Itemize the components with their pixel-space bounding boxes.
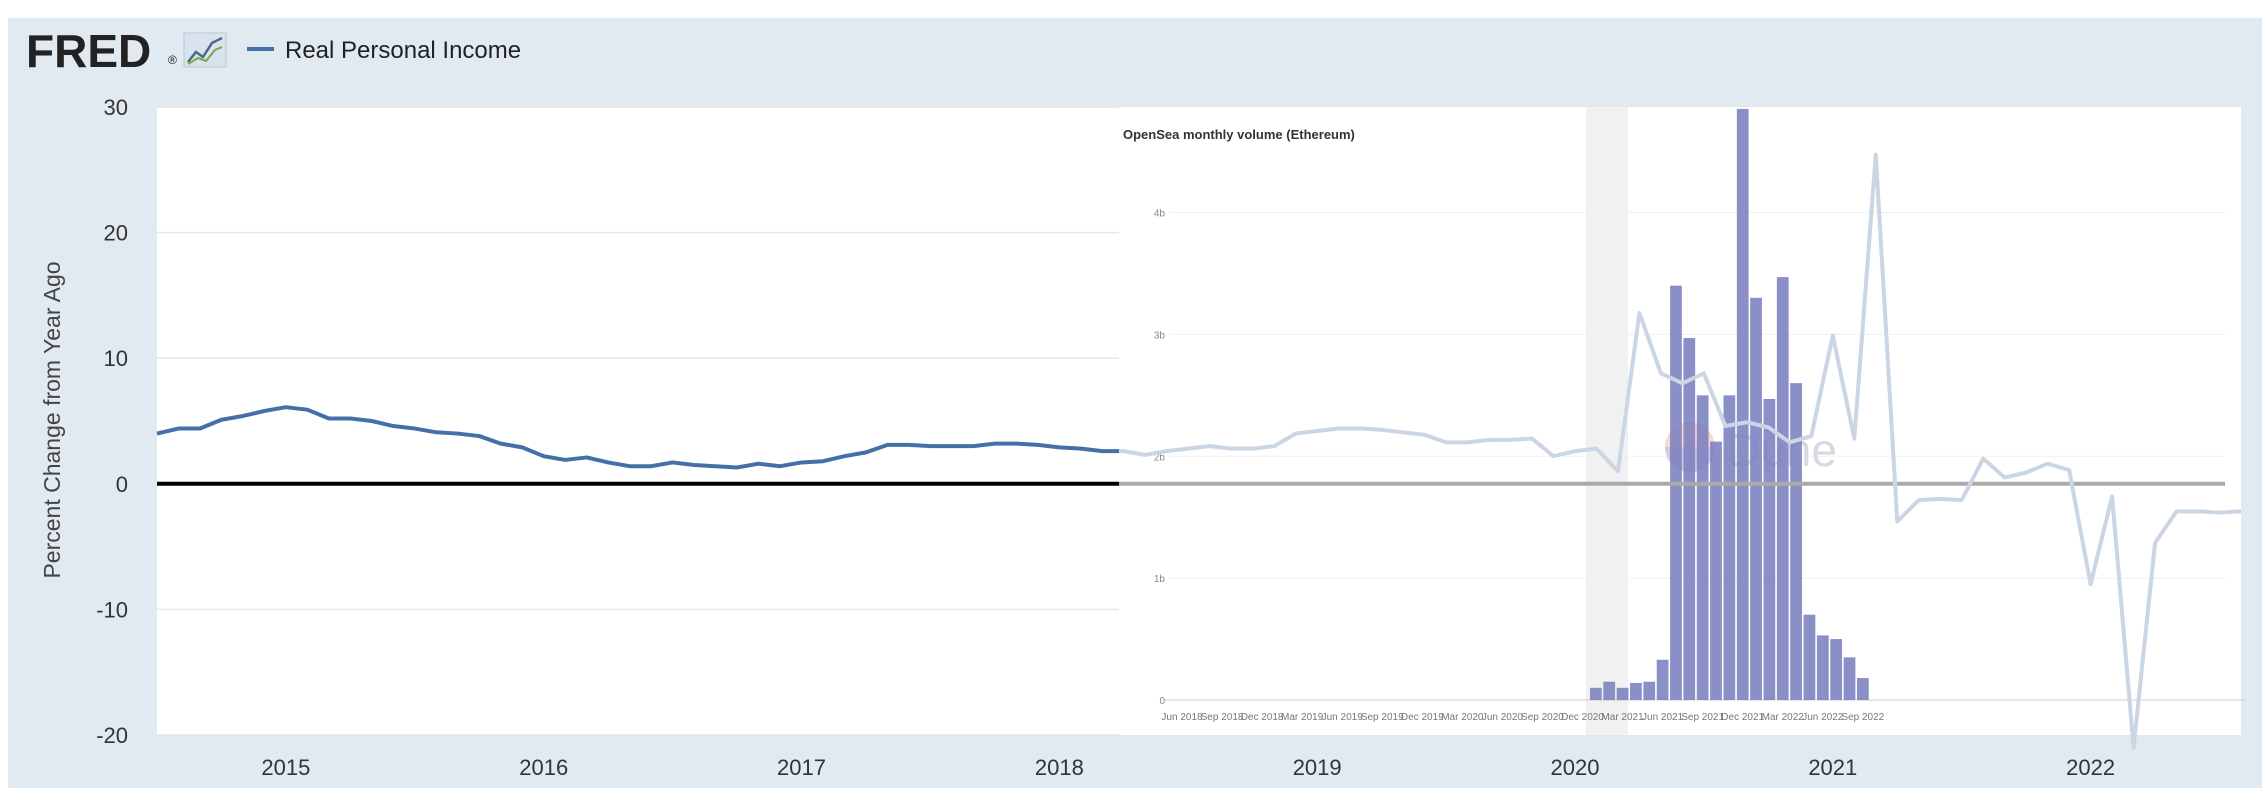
dune-bar (1856, 678, 1869, 700)
dune-x-tick-label: Sep 2019 (1361, 712, 1404, 723)
dune-bars (1589, 108, 1869, 700)
fred-series (156, 152, 2242, 750)
dune-bar (1589, 687, 1602, 700)
legend: Real Personal Income (247, 37, 521, 64)
dune-bar (1696, 395, 1709, 700)
dune-bar (1656, 659, 1669, 700)
fred-registered-mark: ® (168, 53, 177, 67)
y-tick-label: 10 (104, 346, 128, 371)
dune-bar (1843, 657, 1856, 700)
dune-y-tick-label: 2b (1154, 452, 1166, 463)
dune-bar (1603, 681, 1616, 700)
y-tick-label: 20 (104, 221, 128, 246)
dune-y-tick-label: 1b (1154, 574, 1166, 585)
x-tick-label: 2015 (261, 755, 310, 780)
dune-bar (1616, 687, 1629, 700)
dune-bar (1710, 441, 1722, 700)
dune-x-tick-label: Mar 2019 (1281, 712, 1324, 723)
fred-y-ticks: 30 20 10 0 -10 -20 (96, 95, 128, 748)
dune-x-tick-label: Jun 2022 (1802, 712, 1844, 723)
dune-bar (1816, 635, 1829, 700)
dune-x-tick-label: Sep 2020 (1521, 712, 1564, 723)
dune-x-tick-label: Dec 2019 (1401, 712, 1444, 723)
x-tick-label: 2016 (519, 755, 568, 780)
y-tick-label: -20 (96, 723, 128, 748)
series-line-faded (1119, 152, 2242, 750)
dune-x-tick-label: Mar 2022 (1762, 712, 1805, 723)
x-tick-label: 2019 (1293, 755, 1342, 780)
dune-x-tick-label: Dec 2021 (1721, 712, 1764, 723)
dune-bar (1736, 108, 1749, 700)
dune-bar (1630, 682, 1642, 700)
dune-bar (1670, 285, 1682, 700)
x-tick-label: 2021 (1808, 755, 1857, 780)
x-tick-label: 2020 (1551, 755, 1600, 780)
dune-x-tick-label: Jun 2020 (1482, 712, 1524, 723)
dune-x-tick-label: Sep 2018 (1201, 712, 1244, 723)
dune-x-tick-label: Mar 2020 (1441, 712, 1484, 723)
fred-logo-text: FRED (26, 25, 151, 77)
y-tick-label: -10 (96, 597, 128, 622)
x-tick-label: 2022 (2066, 755, 2115, 780)
y-tick-label: 30 (104, 95, 128, 120)
dune-x-tick-label: Jun 2019 (1322, 712, 1364, 723)
dune-x-tick-label: Sep 2021 (1681, 712, 1724, 723)
dune-chart-title: OpenSea monthly volume (Ethereum) (1123, 127, 1355, 142)
dune-bar (1643, 681, 1656, 700)
y-axis-label: Percent Change from Year Ago (39, 261, 65, 578)
dune-x-tick-label: Dec 2020 (1561, 712, 1604, 723)
dune-x-tick-label: Jun 2018 (1161, 712, 1203, 723)
dune-bar (1750, 297, 1762, 700)
dune-x-tick-label: Sep 2022 (1841, 712, 1884, 723)
dune-bar (1723, 395, 1736, 700)
dune-y-tick-label: 3b (1154, 330, 1166, 341)
x-tick-label: 2017 (777, 755, 826, 780)
dune-bar (1776, 277, 1789, 700)
dune-y-tick-label: 0 (1159, 696, 1165, 707)
dune-bar (1683, 338, 1696, 700)
fred-logo[interactable]: FRED ® (26, 25, 227, 77)
dune-highlight-band (1586, 107, 1628, 735)
dune-y-tick-label: 4b (1154, 209, 1166, 220)
legend-label: Real Personal Income (285, 37, 521, 64)
dune-x-tick-label: Dec 2018 (1241, 712, 1284, 723)
trend-chart-icon (183, 32, 227, 68)
fred-x-ticks: 2015 2016 2017 2018 2019 2020 2021 2022 (261, 755, 2115, 780)
series-line-real-personal-income (156, 405, 1119, 470)
dune-x-tick-label: Jun 2021 (1642, 712, 1684, 723)
dune-bar (1763, 398, 1776, 700)
dune-bar (1830, 639, 1843, 700)
dune-overlay: OpenSea monthly volume (Ethereum) 4b 3b 2b… (1119, 107, 2245, 735)
dune-x-tick-label: Mar 2021 (1601, 712, 1644, 723)
dune-bar (1790, 383, 1802, 700)
dune-bar (1803, 614, 1816, 700)
y-tick-label: 0 (116, 472, 128, 497)
x-tick-label: 2018 (1035, 755, 1084, 780)
